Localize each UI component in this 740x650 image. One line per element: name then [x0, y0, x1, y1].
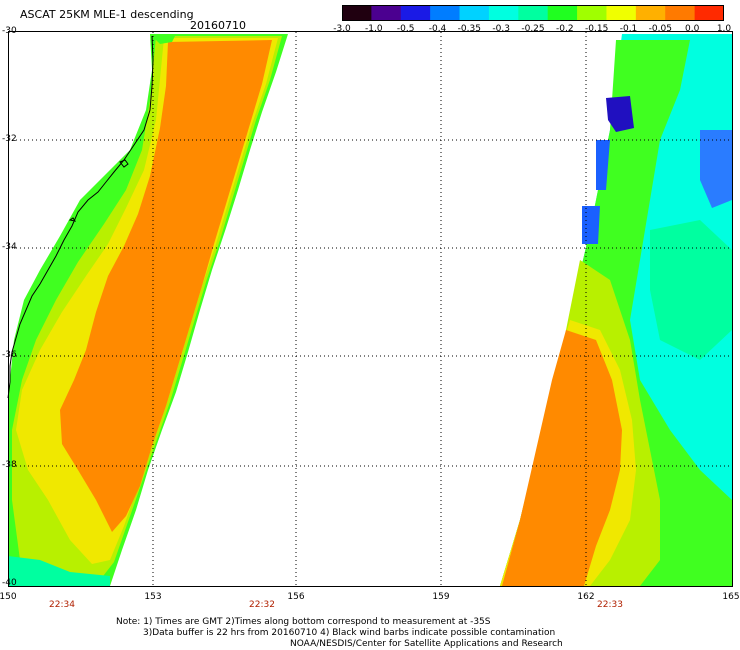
coastline-islands	[68, 159, 129, 222]
wind-field-blue	[582, 206, 600, 244]
colorbar-tick-label: -0.1	[619, 24, 638, 34]
wind-field-orange	[60, 40, 272, 532]
wind-field-deep-blue	[606, 96, 634, 132]
longitude-label: 150	[0, 592, 17, 602]
colorbar-tick-label: -0.5	[396, 24, 415, 34]
colorbar-swatch	[342, 5, 372, 21]
note-line-1: Note: 1) Times are GMT 2)Times along bot…	[116, 617, 491, 627]
colorbar-swatch	[606, 5, 637, 21]
colorbar-swatch	[665, 5, 696, 21]
latitude-label: -32	[2, 134, 17, 144]
product-title: ASCAT 25KM MLE-1 descending	[20, 8, 194, 21]
colorbar-tick-label: 1.0	[716, 24, 732, 34]
note-line-3: NOAA/NESDIS/Center for Satellite Applica…	[290, 639, 563, 649]
wind-field-aqua-green	[650, 220, 732, 360]
colorbar-swatch	[400, 5, 431, 21]
lat-lon-grid	[8, 32, 732, 586]
pass-time-middle: 22:32	[249, 600, 275, 610]
colorbar-tick-label: -0.05	[648, 24, 672, 34]
colorbar-tick-label: -3.0	[333, 24, 351, 34]
latitude-label: -34	[2, 242, 17, 252]
pass-time-left: 22:34	[49, 600, 75, 610]
colorbar-swatch	[694, 5, 724, 21]
colorbar-swatch	[635, 5, 666, 21]
swath-right	[500, 34, 732, 586]
colorbar-tick-label: 0.0	[684, 24, 700, 34]
map-frame	[8, 31, 733, 587]
longitude-label: 156	[287, 592, 305, 602]
product-date: 20160710	[190, 19, 246, 32]
longitude-label: 159	[432, 592, 450, 602]
note-line-2: 3)Data buffer is 22 hrs from 20160710 4)…	[143, 628, 556, 638]
wind-field-aqua	[8, 556, 110, 586]
latitude-label: -40	[2, 578, 17, 588]
colorbar-tick-label: -0.4	[428, 24, 447, 34]
longitude-label: 165	[722, 592, 740, 602]
longitude-label: 153	[144, 592, 162, 602]
swath-left	[8, 34, 288, 586]
latitude-label: -36	[2, 350, 17, 360]
colorbar-swatch	[488, 5, 519, 21]
colorbar-swatch	[577, 5, 607, 21]
wind-field-orange	[502, 330, 622, 586]
colorbar-swatch	[547, 5, 578, 21]
wind-field-blue	[596, 140, 610, 190]
colorbar-tick-label: -0.3	[492, 24, 510, 34]
colorbar-tick-label: -0.15	[585, 24, 609, 34]
colorbar-swatch	[459, 5, 490, 21]
latitude-label: -38	[2, 460, 17, 470]
wind-field-green-top	[150, 34, 176, 44]
colorbar-swatch	[371, 5, 402, 21]
pass-time-right: 22:33	[597, 600, 623, 610]
colorbar-tick-label: -0.25	[521, 24, 545, 34]
colorbar	[342, 5, 724, 21]
colorbar-tick-label: -0.35	[457, 24, 481, 34]
colorbar-tick-label: -1.0	[365, 24, 383, 34]
colorbar-swatch	[430, 5, 461, 21]
colorbar-tick-label: -0.2	[556, 24, 574, 34]
longitude-label: 162	[577, 592, 595, 602]
wind-field-blue-east	[700, 130, 732, 208]
coastline	[7, 35, 154, 399]
latitude-label: -30	[2, 26, 17, 36]
colorbar-swatch	[518, 5, 549, 21]
